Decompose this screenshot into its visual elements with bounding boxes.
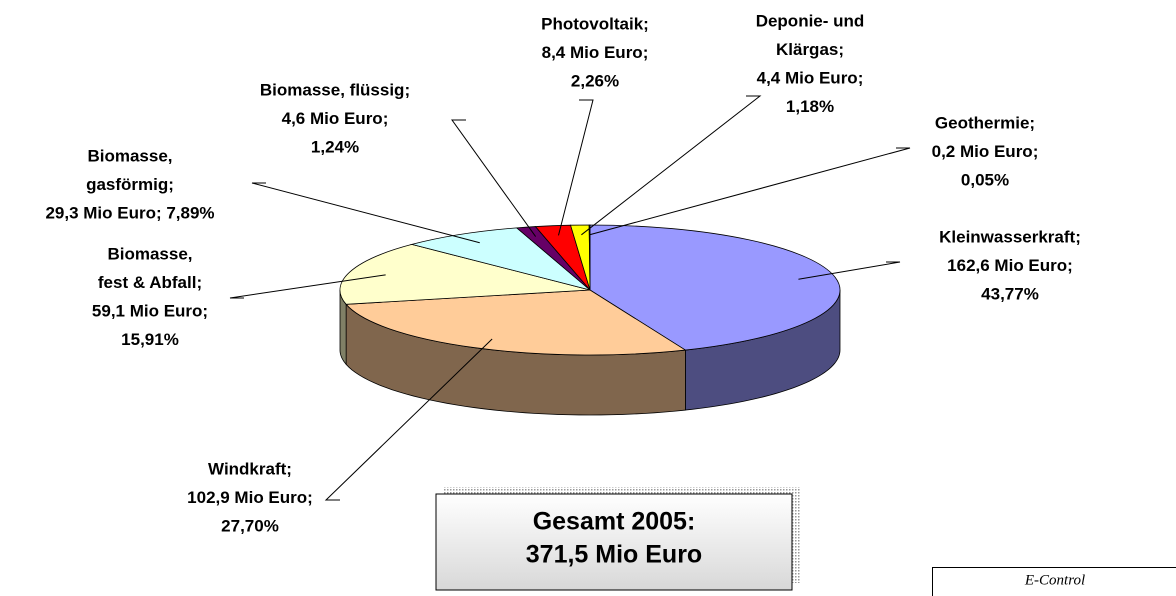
- data-label: Biomasse,: [107, 244, 192, 263]
- data-label: 1,24%: [311, 137, 359, 156]
- slice: [339, 243, 591, 305]
- leader-line: [451, 119, 537, 237]
- data-label: Deponie- und: [756, 11, 865, 30]
- leader-line: [589, 147, 911, 236]
- data-label: 15,91%: [121, 330, 179, 349]
- total-box: [435, 493, 793, 591]
- source-box: [932, 567, 1176, 596]
- data-label: 27,70%: [221, 516, 279, 535]
- leader-line: [581, 95, 762, 236]
- data-label: Photovoltaik;: [541, 14, 649, 33]
- total-line: 371,5 Mio Euro: [526, 541, 702, 569]
- leader-line: [229, 274, 386, 299]
- data-label: 1,18%: [786, 97, 834, 116]
- data-label: Klärgas;: [776, 40, 844, 59]
- data-label: fest & Abfall;: [98, 273, 202, 292]
- data-label: gasförmig;: [86, 175, 174, 194]
- data-label: Kleinwasserkraft;: [939, 227, 1081, 246]
- data-label: 4,4 Mio Euro;: [757, 68, 864, 87]
- data-label: 4,6 Mio Euro;: [282, 109, 389, 128]
- data-label: Biomasse, flüssig;: [260, 80, 410, 99]
- slice: [345, 289, 687, 356]
- slice: [410, 227, 591, 291]
- leader-line: [324, 338, 493, 501]
- data-label: 29,3 Mio Euro; 7,89%: [45, 203, 214, 222]
- data-label: Biomasse,: [87, 146, 172, 165]
- leader-line: [558, 99, 594, 236]
- source: E-Control: [1024, 572, 1085, 588]
- leader-line: [251, 182, 480, 244]
- data-label: 102,9 Mio Euro;: [187, 488, 313, 507]
- data-label: Geothermie;: [935, 113, 1035, 132]
- data-label: 43,77%: [981, 284, 1039, 303]
- total-line: Gesamt 2005:: [533, 508, 696, 536]
- data-label: 8,4 Mio Euro;: [542, 43, 649, 62]
- slice: [588, 224, 591, 291]
- data-label: 2,26%: [571, 71, 619, 90]
- leader-line: [798, 261, 901, 280]
- data-label: Windkraft;: [208, 459, 292, 478]
- data-label: 59,1 Mio Euro;: [92, 301, 208, 320]
- slice: [589, 224, 841, 351]
- data-label: 0,05%: [961, 170, 1009, 189]
- data-label: 162,6 Mio Euro;: [947, 256, 1073, 275]
- data-label: 0,2 Mio Euro;: [932, 142, 1039, 161]
